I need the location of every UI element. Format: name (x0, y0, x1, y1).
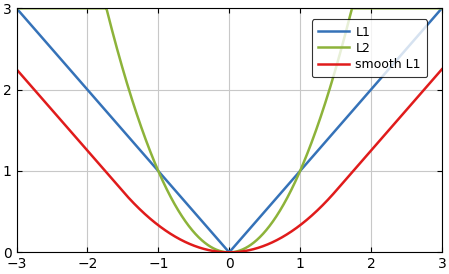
Line: L2: L2 (17, 8, 442, 252)
L1 (349, 110, 354, 113)
L2 (349, 8, 354, 11)
L1 (209, 231, 215, 234)
Line: L1: L1 (17, 8, 442, 252)
L2 (226, 251, 232, 254)
Line: smooth L1: smooth L1 (17, 69, 442, 252)
L2 (35, 7, 41, 10)
L1 (427, 21, 432, 24)
smooth L1 (349, 171, 354, 175)
L1 (439, 7, 445, 10)
smooth L1 (427, 82, 432, 85)
smooth L1 (14, 68, 19, 71)
smooth L1 (220, 250, 226, 254)
L1 (35, 32, 41, 35)
L2 (439, 7, 445, 10)
L2 (14, 7, 19, 10)
smooth L1 (226, 251, 232, 254)
L1 (220, 244, 226, 247)
Legend: L1, L2, smooth L1: L1, L2, smooth L1 (312, 19, 427, 77)
L2 (427, 7, 432, 10)
smooth L1 (439, 68, 445, 71)
L1 (226, 251, 232, 254)
smooth L1 (209, 249, 215, 252)
smooth L1 (35, 93, 41, 96)
L2 (209, 246, 215, 249)
L1 (14, 7, 19, 10)
L2 (427, 7, 432, 10)
L2 (220, 250, 226, 253)
L1 (427, 21, 432, 24)
smooth L1 (427, 82, 432, 85)
